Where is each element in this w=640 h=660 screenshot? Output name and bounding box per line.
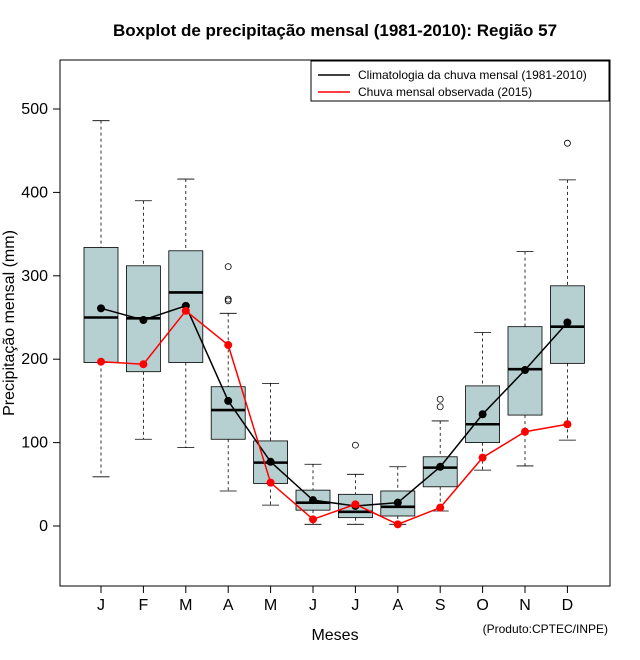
- box-outlier: [436, 395, 444, 403]
- box-month-9: [422, 395, 458, 512]
- box-outlier: [224, 263, 232, 271]
- series-point: [521, 427, 529, 436]
- series-point: [436, 503, 445, 512]
- box-outlier: [224, 297, 232, 305]
- boxes-layer: [83, 120, 585, 525]
- x-tick-label: D: [562, 597, 574, 614]
- x-tick-label: O: [476, 597, 488, 614]
- box-month-3: [168, 178, 204, 449]
- y-tick-label: 200: [21, 351, 48, 368]
- legend-label-observed: Chuva mensal observada (2015): [358, 85, 532, 99]
- series-observed-2015: [97, 306, 572, 529]
- x-tick-label: F: [139, 597, 149, 614]
- y-axis: 0 100 200 300 400 500: [21, 101, 61, 535]
- series-point: [139, 316, 148, 325]
- y-tick-label: 100: [21, 435, 48, 452]
- y-axis-label: Precipitação mensal (mm): [1, 230, 18, 416]
- series-climatology: [97, 301, 572, 510]
- box-iqr: [422, 456, 458, 488]
- series-point: [393, 498, 402, 507]
- y-tick-label: 300: [21, 268, 48, 285]
- x-tick-label: J: [97, 597, 105, 614]
- series-line: [100, 309, 568, 526]
- chart-title: Boxplot de precipitação mensal (1981-201…: [113, 21, 557, 40]
- box-month-7: [337, 441, 373, 525]
- series-lines-layer: [97, 301, 572, 529]
- series-point: [309, 515, 317, 524]
- series-point: [266, 478, 275, 487]
- x-tick-label: S: [435, 597, 446, 614]
- series-point: [436, 462, 445, 471]
- series-point: [139, 360, 148, 369]
- product-credit: (Produto:CPTEC/INPE): [483, 622, 608, 636]
- x-tick-label: A: [392, 597, 403, 614]
- series-point: [181, 306, 190, 315]
- x-axis-label: Meses: [311, 627, 358, 644]
- box-month-4: [210, 263, 246, 492]
- series-point: [563, 420, 572, 429]
- x-tick-label: M: [264, 597, 277, 614]
- series-point: [97, 304, 105, 313]
- legend: Climatologia da chuva mensal (1981-2010)…: [310, 60, 610, 102]
- series-point: [309, 496, 317, 505]
- series-point: [97, 357, 105, 366]
- box-iqr: [210, 386, 246, 440]
- x-tick-label: N: [519, 597, 531, 614]
- box-outlier: [351, 441, 359, 449]
- box-outlier: [564, 139, 571, 147]
- y-tick-label: 0: [39, 518, 48, 535]
- series-point: [478, 410, 487, 419]
- x-tick-label: M: [179, 597, 192, 614]
- series-line: [100, 304, 568, 507]
- x-tick-label: A: [223, 597, 234, 614]
- series-point: [224, 341, 233, 350]
- y-tick-label: 400: [21, 184, 48, 201]
- legend-label-climatology: Climatologia da chuva mensal (1981-2010): [358, 68, 587, 82]
- series-point: [393, 520, 402, 529]
- series-point: [351, 500, 360, 509]
- box-month-12: [550, 139, 585, 441]
- x-tick-label: J: [309, 597, 317, 614]
- y-tick-label: 500: [21, 101, 48, 118]
- legend-box: [310, 60, 610, 102]
- box-month-1: [83, 120, 119, 478]
- series-point: [266, 457, 275, 466]
- box-outlier: [224, 295, 232, 303]
- series-point: [224, 396, 233, 405]
- series-point: [478, 453, 487, 462]
- box-month-8: [380, 466, 416, 525]
- series-point: [521, 366, 529, 375]
- box-outlier: [436, 403, 444, 411]
- series-point: [563, 318, 572, 327]
- x-tick-label: J: [351, 597, 359, 614]
